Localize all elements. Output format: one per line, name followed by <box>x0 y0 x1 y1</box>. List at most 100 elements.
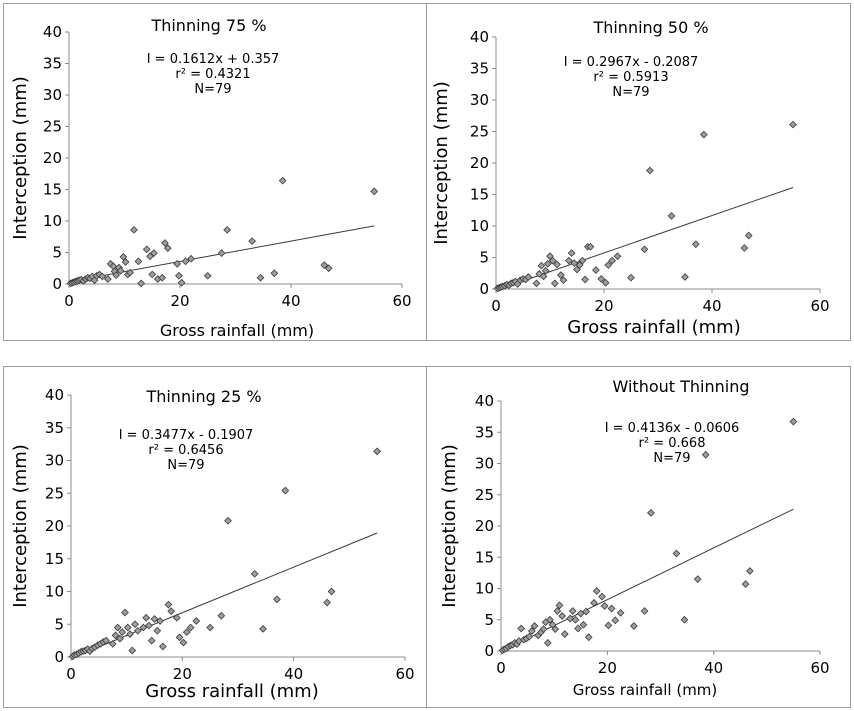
data-point <box>581 275 589 284</box>
y-tick-label: 35 <box>43 55 62 73</box>
data-point <box>161 239 169 247</box>
r-squared: r² = 0.4321 <box>175 67 250 82</box>
y-tick-label: 0 <box>52 275 62 293</box>
y-tick-label: 35 <box>470 60 489 78</box>
data-point <box>598 592 606 601</box>
data-point <box>616 609 625 617</box>
data-point <box>558 612 567 620</box>
y-tick-label: 20 <box>475 517 494 535</box>
data-point <box>102 636 110 645</box>
regression-equation: I = 0.4136x - 0.0606 <box>605 421 740 436</box>
data-point <box>517 624 526 633</box>
data-point <box>546 615 554 624</box>
data-point <box>574 624 582 633</box>
data-point <box>530 622 539 630</box>
data-point <box>278 176 287 185</box>
chart-title: Without Thinning <box>613 377 750 396</box>
chart-panel-thinning-75: 0 5 10 15 20 25 30 35 40 0 20 40 60 Thinning 75 % I = … <box>3 3 427 341</box>
data-point <box>611 616 620 625</box>
y-tick-label: 25 <box>475 486 494 504</box>
data-point <box>667 212 676 220</box>
data-point <box>150 249 158 257</box>
data-point <box>173 259 182 268</box>
data-point <box>543 259 552 268</box>
r-squared: r² = 0.6456 <box>148 443 223 458</box>
y-tick-label: 15 <box>470 186 489 204</box>
data-point <box>370 187 379 196</box>
sample-size: N=79 <box>167 458 204 473</box>
x-tick-label: 40 <box>702 297 721 315</box>
y-tick-label: 15 <box>475 548 494 566</box>
data-point <box>539 625 548 633</box>
sample-size: N=79 <box>612 85 649 100</box>
data-point <box>373 447 382 456</box>
data-point <box>179 638 188 647</box>
y-tick-label: 10 <box>470 217 489 235</box>
data-point <box>116 266 125 275</box>
data-point <box>565 256 573 265</box>
data-point <box>681 273 689 281</box>
r-squared: r² = 0.668 <box>639 436 706 451</box>
chart-svg-thinning-25: 0 5 10 15 20 25 30 35 40 0 20 40 60 Thinning 25 % I = … <box>10 386 415 702</box>
x-tick-label: 40 <box>704 659 723 677</box>
y-tick-label: 25 <box>470 123 489 141</box>
data-point <box>250 569 259 578</box>
y-tick-label: 5 <box>52 244 62 262</box>
data-point <box>600 602 609 610</box>
chart-title: Thinning 75 % <box>150 16 266 35</box>
data-point <box>147 636 156 645</box>
y-tick-label: 15 <box>45 550 64 568</box>
y-tick-label: 30 <box>43 86 62 104</box>
data-point <box>672 549 681 558</box>
data-point <box>248 237 257 246</box>
data-point <box>592 587 601 595</box>
y-tick-label: 10 <box>43 212 62 230</box>
data-point <box>539 272 548 281</box>
data-point <box>320 261 329 269</box>
trendline <box>501 508 794 652</box>
data-point <box>744 231 753 240</box>
chart-svg-without-thinning: 0 5 10 15 20 25 30 35 40 0 20 40 60 Without Thinning I… <box>439 377 830 699</box>
y-tick-label: 15 <box>43 181 62 199</box>
x-tick-label: 60 <box>810 297 829 315</box>
data-point <box>592 266 600 274</box>
x-tick-label: 20 <box>173 665 192 683</box>
data-point <box>177 278 186 287</box>
data-point <box>579 620 588 629</box>
data-point <box>646 166 654 175</box>
data-point <box>527 627 536 635</box>
data-point <box>560 630 569 638</box>
data-point <box>571 615 580 624</box>
data-point <box>789 120 797 129</box>
data-point <box>604 261 613 269</box>
data-point <box>700 130 708 139</box>
data-point <box>576 609 585 618</box>
chart-panel-without-thinning: 0 5 10 15 20 25 30 35 40 0 20 40 60 Without Thinning I… <box>426 366 851 708</box>
data-point <box>139 623 148 632</box>
data-point <box>131 620 139 629</box>
trendline <box>74 532 378 658</box>
data-point <box>555 601 564 610</box>
data-point <box>597 275 606 283</box>
data-point <box>142 245 151 254</box>
data-point <box>630 622 638 630</box>
data-point <box>567 249 576 257</box>
x-tick-label: 20 <box>598 659 617 677</box>
data-point <box>175 633 184 642</box>
data-point <box>113 623 122 632</box>
data-point <box>206 623 215 632</box>
x-tick-label: 60 <box>395 665 414 683</box>
data-point <box>550 279 559 288</box>
data-point <box>604 621 613 630</box>
data-point <box>119 253 128 261</box>
data-point <box>693 575 702 583</box>
data-point <box>187 254 195 263</box>
data-point <box>524 273 533 281</box>
data-point <box>133 626 142 635</box>
data-point <box>181 257 190 266</box>
data-point <box>323 598 331 607</box>
data-point <box>559 276 568 285</box>
data-point <box>640 245 649 254</box>
data-point <box>148 270 157 279</box>
data-point <box>556 271 565 280</box>
